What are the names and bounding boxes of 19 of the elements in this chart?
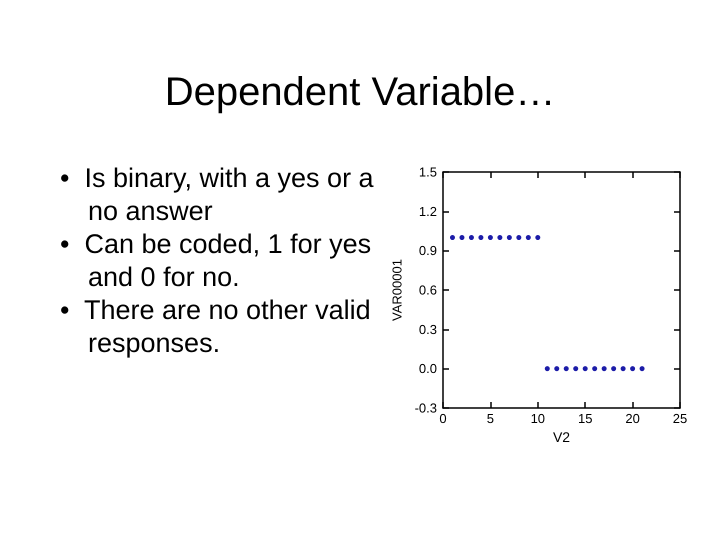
text: • There are no other valid responses. [60, 294, 372, 360]
y-tick-label: 0.6 [418, 282, 437, 298]
y-tick-label: 0.3 [418, 322, 437, 337]
x-tick-label: 25 [672, 411, 688, 426]
x-tick-label: 5 [486, 411, 494, 426]
text: • Can be coded, 1 for yes and 0 for no. [60, 228, 372, 294]
y-tick-label: 0.9 [418, 243, 437, 258]
chart-title: Dependent Variable… [164, 70, 556, 115]
y-tick-label: 1.2 [418, 204, 437, 219]
text: • Is binary, with a yes or a no answer [60, 162, 375, 228]
y-tick-label: 0.0 [418, 361, 437, 376]
x-tick-label: 20 [625, 411, 640, 426]
x-tick-label: 0 [439, 411, 447, 426]
y-axis-title: VAR00001 [390, 259, 405, 321]
y-tick-label: -0.3 [414, 400, 437, 416]
x-tick-label: 10 [530, 411, 546, 426]
x-axis-title: V2 [552, 429, 570, 445]
x-tick-label: 15 [578, 411, 592, 426]
y-tick-label: 1.5 [418, 164, 437, 180]
